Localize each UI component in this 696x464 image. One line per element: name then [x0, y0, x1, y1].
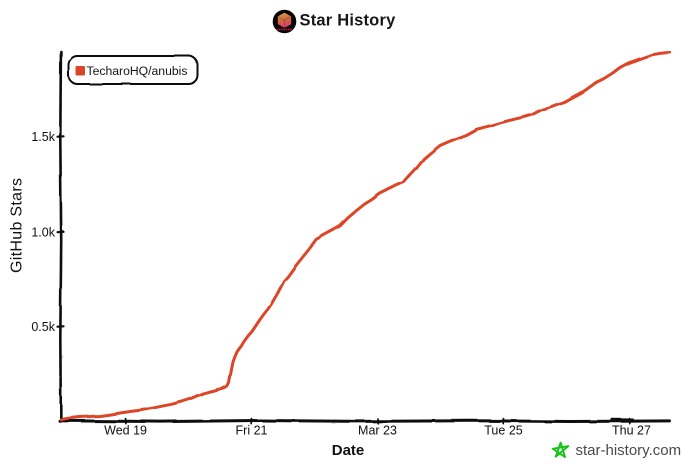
svg-text:Date: Date — [332, 442, 365, 459]
svg-text:TecharoHQ/anubis: TecharoHQ/anubis — [87, 64, 188, 78]
svg-text:Wed 19: Wed 19 — [104, 424, 147, 438]
svg-text:GitHub Stars: GitHub Stars — [9, 178, 26, 273]
svg-text:1.0k: 1.0k — [31, 226, 55, 240]
svg-text:0.5k: 0.5k — [31, 320, 55, 334]
svg-text:1.5k: 1.5k — [31, 130, 55, 144]
svg-text:Fri 21: Fri 21 — [236, 424, 268, 438]
svg-text:Mar 23: Mar 23 — [358, 424, 397, 438]
svg-text:star-history.com: star-history.com — [576, 442, 682, 459]
svg-text:Tue 25: Tue 25 — [484, 424, 523, 438]
svg-text:Star History: Star History — [300, 12, 397, 30]
svg-text:Thu 27: Thu 27 — [612, 424, 651, 438]
